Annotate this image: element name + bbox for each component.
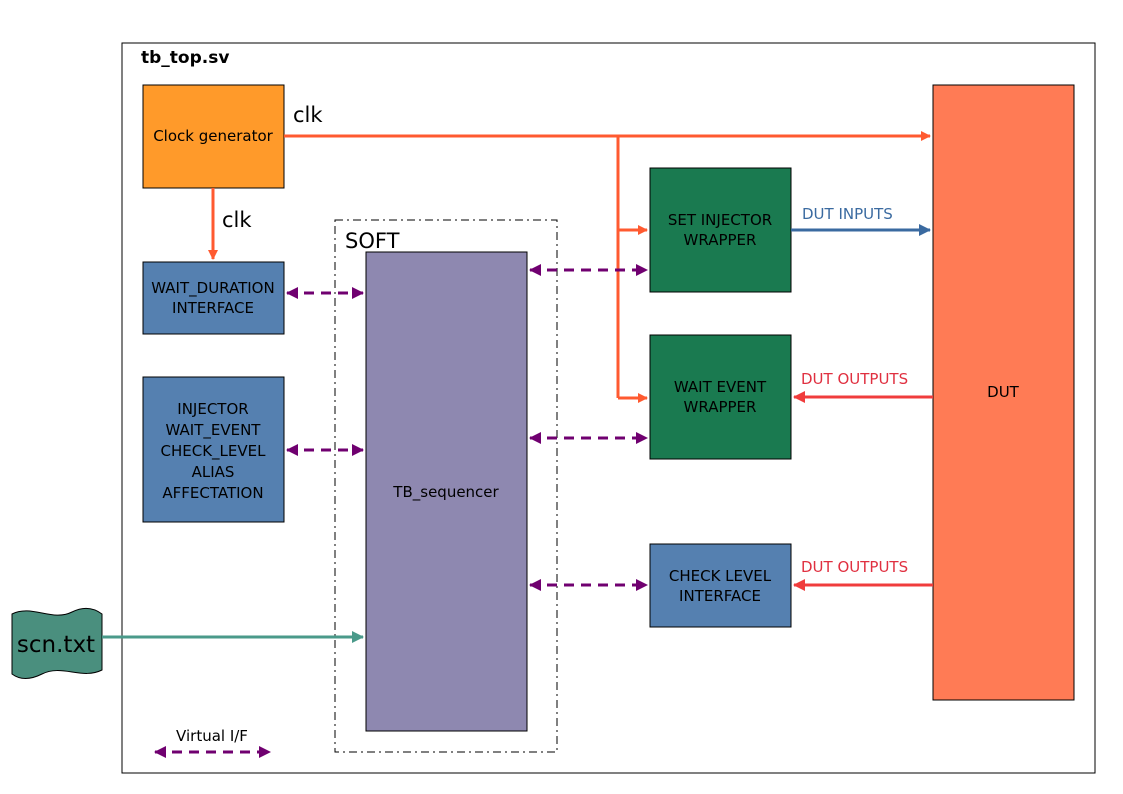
check-level-block <box>649 543 792 628</box>
wait-duration-block <box>142 261 285 335</box>
injector-group-line-3: CHECK_LEVEL <box>161 442 267 461</box>
injector-group-line-5: AFFECTATION <box>162 484 263 502</box>
wait-event-line-1: WAIT EVENT <box>674 378 767 396</box>
soft-label: SOFT <box>345 229 400 253</box>
wait-event-line-2: WRAPPER <box>684 398 757 416</box>
dut-inputs-label: DUT INPUTS <box>802 205 893 223</box>
scn-file-label: scn.txt <box>17 632 95 658</box>
clk-top-label: clk <box>293 103 323 127</box>
check-level-line-1: CHECK LEVEL <box>669 567 772 585</box>
wait-event-block <box>649 334 792 460</box>
tb-top-title: tb_top.sv <box>141 48 229 68</box>
dut-label: DUT <box>987 383 1020 401</box>
legend-virtual-if-label: Virtual I/F <box>176 727 248 745</box>
dut-outputs-label-1: DUT OUTPUTS <box>801 370 908 388</box>
wait-duration-line-2: INTERFACE <box>172 299 254 317</box>
injector-group-line-2: WAIT_EVENT <box>166 421 262 440</box>
tb-top-frame <box>121 42 1096 774</box>
injector-group-line-1: INJECTOR <box>177 400 248 418</box>
injector-group-line-4: ALIAS <box>192 463 235 481</box>
dut-block <box>932 84 1075 701</box>
tb-sequencer-block <box>365 251 528 732</box>
clk-down-label: clk <box>222 208 252 232</box>
clock-generator-label: Clock generator <box>153 127 273 145</box>
injector-group-block <box>142 376 285 523</box>
set-injector-line-1: SET INJECTOR <box>668 211 772 229</box>
wait-duration-line-1: WAIT_DURATION <box>151 279 274 298</box>
check-level-line-2: INTERFACE <box>679 587 761 605</box>
soft-frame <box>334 219 558 753</box>
set-injector-line-2: WRAPPER <box>684 231 757 249</box>
clock-generator-block <box>142 84 285 189</box>
scn-file-icon <box>11 607 103 679</box>
tb-sequencer-label: TB_sequencer <box>392 483 499 502</box>
set-injector-block <box>649 167 792 293</box>
dut-outputs-label-2: DUT OUTPUTS <box>801 558 908 576</box>
